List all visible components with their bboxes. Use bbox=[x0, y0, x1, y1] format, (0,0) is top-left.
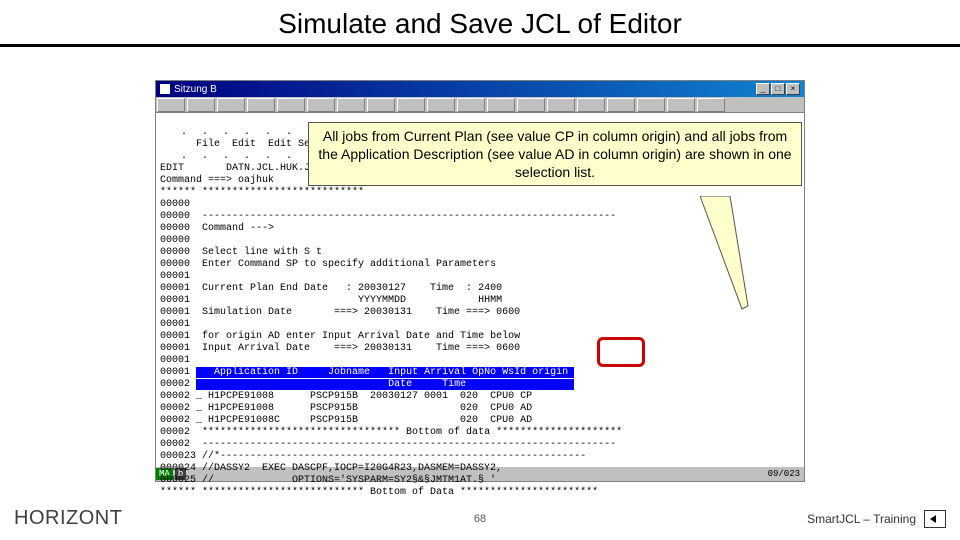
toolbar-button[interactable] bbox=[427, 98, 455, 112]
toolbar-button[interactable] bbox=[157, 98, 185, 112]
window-titlebar: Sitzung B _ □ × bbox=[156, 81, 804, 97]
table-row[interactable]: _ H1PCPE91008 PSCP915B 20030127 0001 020… bbox=[190, 391, 532, 402]
footer-brand: HORIZONT bbox=[14, 507, 122, 530]
table-header-2: Date Time bbox=[196, 379, 574, 390]
gutter: 00001 bbox=[160, 271, 190, 282]
toolbar-button[interactable] bbox=[667, 98, 695, 112]
panel-blank bbox=[190, 355, 622, 366]
close-button[interactable]: × bbox=[786, 83, 800, 95]
panel-blank bbox=[190, 271, 622, 282]
gutter: 00002 bbox=[160, 379, 190, 390]
gutter: 00002 bbox=[160, 427, 190, 438]
gutter: 00002 bbox=[160, 415, 190, 426]
gutter: 00002 bbox=[160, 403, 190, 414]
toolbar-button[interactable] bbox=[607, 98, 635, 112]
panel-border: ----------------------------------------… bbox=[190, 211, 616, 222]
panel-help1: Select line with S t bbox=[190, 247, 322, 258]
table-row[interactable]: _ H1PCPE91008 PSCP915B 020 CPU0 AD bbox=[190, 403, 532, 414]
window-toolbar bbox=[156, 97, 804, 113]
jcl-line: 000023 //*------------------------------… bbox=[160, 451, 586, 462]
toolbar-button[interactable] bbox=[517, 98, 545, 112]
toolbar-button[interactable] bbox=[547, 98, 575, 112]
gutter: 00001 bbox=[160, 283, 190, 294]
back-arrow-icon bbox=[928, 514, 942, 524]
panel-blank bbox=[190, 319, 622, 330]
bottom-of-data-outer: ****** *************************** Botto… bbox=[160, 487, 598, 498]
gutter: 00002 bbox=[160, 439, 190, 450]
page-number: 68 bbox=[474, 513, 486, 525]
toolbar-button[interactable] bbox=[487, 98, 515, 112]
gutter: 00000 bbox=[160, 235, 190, 246]
gutter: 00001 bbox=[160, 331, 190, 342]
gutter: 00000 bbox=[160, 211, 190, 222]
panel-blank bbox=[190, 235, 622, 246]
toolbar-button[interactable] bbox=[637, 98, 665, 112]
jcl-line: 000024 //DASSY2 EXEC DASCPF,IOCP=I20G4R2… bbox=[160, 463, 502, 474]
gutter: 00000 bbox=[160, 223, 190, 234]
slide-title: Simulate and Save JCL of Editor bbox=[0, 0, 960, 44]
gutter: 00001 bbox=[160, 307, 190, 318]
gutter: 00000 bbox=[160, 259, 190, 270]
cp-end-date: Current Plan End Date : 20030127 Time : … bbox=[190, 283, 622, 294]
window-icon bbox=[160, 84, 170, 94]
toolbar-button[interactable] bbox=[367, 98, 395, 112]
gutter: 00001 bbox=[160, 355, 190, 366]
edit-header-line: EDIT DATN.JCL.HUK.JDB bbox=[160, 163, 322, 174]
bottom-of-data: ********************************* Bottom… bbox=[190, 427, 622, 438]
top-of-data: ****** *************************** bbox=[160, 187, 364, 198]
back-button[interactable] bbox=[924, 510, 946, 528]
toolbar-button[interactable] bbox=[577, 98, 605, 112]
origin-help1: for origin AD enter Input Arrival Date a… bbox=[190, 331, 622, 342]
toolbar-button[interactable] bbox=[247, 98, 275, 112]
input-arrival[interactable]: Input Arrival Date ===> 20030131 Time ==… bbox=[190, 343, 622, 354]
panel-help2: Enter Command SP to specify additional P… bbox=[190, 259, 622, 270]
gutter: 00001 bbox=[160, 343, 190, 354]
status-cursor-pos: 09/023 bbox=[768, 469, 804, 479]
gutter: 00001 bbox=[160, 295, 190, 306]
toolbar-button[interactable] bbox=[697, 98, 725, 112]
jcl-line: 000025 // OPTIONS='SYSPARM=SY2§&§JMTM1AT… bbox=[160, 475, 496, 486]
gutter: 00001 bbox=[160, 319, 190, 330]
maximize-button[interactable]: □ bbox=[771, 83, 785, 95]
annotation-callout: All jobs from Current Plan (see value CP… bbox=[308, 122, 802, 186]
gutter: 00001 bbox=[160, 367, 190, 378]
minimize-button[interactable]: _ bbox=[756, 83, 770, 95]
sim-date[interactable]: Simulation Date ===> 20030131 Time ===> … bbox=[190, 307, 622, 318]
table-header: Application ID Jobname Input Arrival OpN… bbox=[196, 367, 574, 378]
toolbar-button[interactable] bbox=[307, 98, 335, 112]
toolbar-button[interactable] bbox=[397, 98, 425, 112]
gutter: 00002 bbox=[160, 391, 190, 402]
toolbar-button[interactable] bbox=[457, 98, 485, 112]
toolbar-button[interactable] bbox=[277, 98, 305, 112]
footer-title: SmartJCL – Training bbox=[807, 512, 916, 526]
toolbar-button[interactable] bbox=[217, 98, 245, 112]
gutter: 00000 bbox=[160, 199, 190, 210]
toolbar-button[interactable] bbox=[337, 98, 365, 112]
title-underline bbox=[0, 44, 960, 47]
table-row[interactable]: _ H1PCPE91008C PSCP915B 020 CPU0 AD bbox=[190, 415, 532, 426]
cp-end-fmt: YYYYMMDD HHMM bbox=[190, 295, 622, 306]
toolbar-button[interactable] bbox=[187, 98, 215, 112]
slide-footer: HORIZONT 68 SmartJCL – Training bbox=[0, 501, 960, 540]
panel-command[interactable]: Command ---> bbox=[190, 223, 622, 234]
window-title: Sitzung B bbox=[174, 84, 217, 95]
command-line[interactable]: Command ===> oajhuk bbox=[160, 175, 274, 186]
gutter: 00000 bbox=[160, 247, 190, 258]
panel-border: ----------------------------------------… bbox=[190, 439, 616, 450]
